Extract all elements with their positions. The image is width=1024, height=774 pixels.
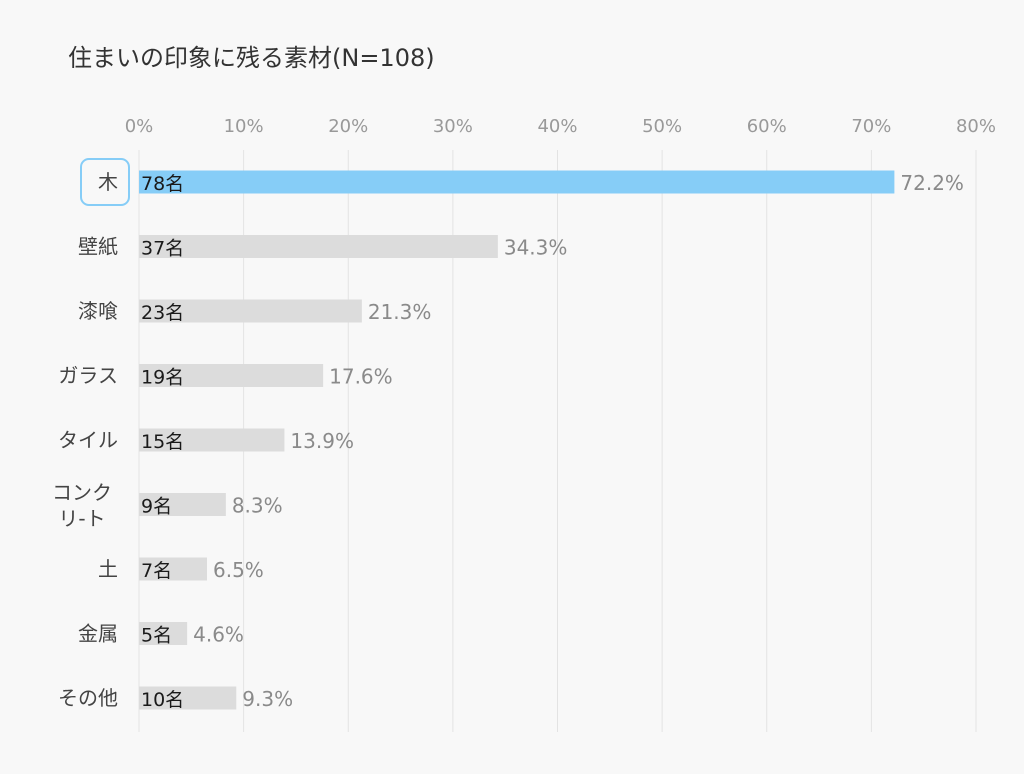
x-tick-label: 80% [956,116,996,137]
x-tick-label: 20% [328,116,368,137]
percent-label: 21.3% [368,300,432,324]
bar-row: タイル 15名 13.9% [58,428,354,453]
x-tick-label: 50% [642,116,682,137]
category-label: 金属 [78,622,118,646]
percent-label: 8.3% [232,494,283,518]
chart-title: 住まいの印象に残る素材(N=108) [68,44,435,72]
x-tick-label: 0% [125,116,154,137]
bar [139,428,285,452]
x-tick-label: 60% [747,116,787,137]
category-label: 木 [98,170,118,194]
category-label: コンクリ-ト [52,481,112,531]
category-label: その他 [58,686,118,710]
bar-row: コンクリ-ト 9名 8.3% [52,481,283,531]
bar [139,299,362,323]
bar [139,364,324,387]
bar [139,170,895,194]
percent-label: 9.3% [242,687,293,711]
percent-label: 4.6% [193,623,244,647]
bar [139,622,188,645]
bars: 木 78名 72.2% 壁紙 37名 34.3% 漆喰 23名 21.3% ガラス 19名 17.6%… [52,158,964,711]
percent-label: 17.6% [329,365,393,389]
bar-row: 木 78名 72.2% [80,158,964,206]
count-label: 5名 [141,625,172,647]
count-label: 7名 [141,560,172,582]
bar [139,235,498,258]
count-label: 19名 [141,367,184,389]
percent-label: 6.5% [213,558,264,582]
category-label: 漆喰 [78,299,118,323]
bar [139,557,208,581]
category-label-line: コンク [52,481,112,505]
percent-label: 72.2% [900,171,964,195]
x-tick-label: 10% [224,116,264,137]
category-label-line: リ-ト [58,507,105,531]
count-label: 78名 [141,173,184,195]
count-label: 37名 [141,238,184,260]
count-label: 15名 [141,431,184,453]
x-tick-label: 30% [433,116,473,137]
category-label: 土 [98,557,118,581]
bar [139,493,226,516]
category-highlight-box [80,158,130,206]
count-label: 23名 [141,302,184,324]
percent-label: 34.3% [504,236,568,260]
category-label: 壁紙 [78,235,118,259]
bar-row: 土 7名 6.5% [98,557,264,582]
bar-row: 壁紙 37名 34.3% [78,235,567,260]
percent-label: 13.9% [290,429,354,453]
category-label: タイル [58,428,118,452]
x-axis-ticks: 0% 10% 20% 30% 40% 50% 60% 70% 80% [125,116,996,137]
count-label: 9名 [141,496,172,518]
count-label: 10名 [141,689,184,711]
bar-row: その他 10名 9.3% [58,686,293,711]
bar-row: 漆喰 23名 21.3% [78,299,431,324]
x-tick-label: 70% [851,116,891,137]
category-label: ガラス [58,364,118,388]
x-tick-label: 40% [537,116,577,137]
bar [139,686,237,710]
bar-row: ガラス 19名 17.6% [58,364,392,389]
bar-row: 金属 5名 4.6% [78,622,244,647]
